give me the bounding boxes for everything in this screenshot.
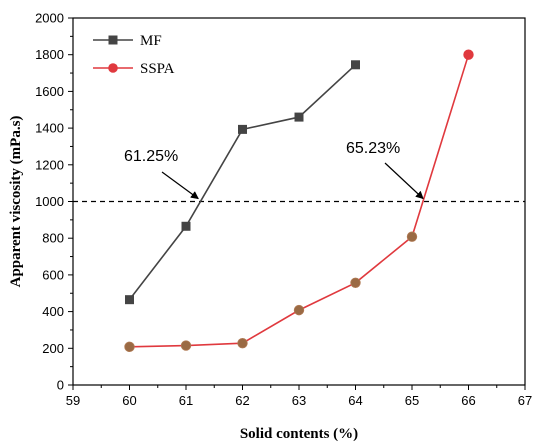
y-tick-label: 2000 <box>35 11 64 26</box>
x-tick-label: 59 <box>66 393 80 408</box>
data-point <box>238 124 247 134</box>
y-tick-label: 1400 <box>35 121 64 136</box>
y-tick-label: 600 <box>42 267 64 282</box>
y-tick-label: 1000 <box>35 194 64 209</box>
data-point <box>406 231 418 242</box>
annotation-label: 65.23% <box>346 140 400 157</box>
data-point <box>293 304 305 316</box>
data-point <box>350 277 361 288</box>
legend-marker <box>108 35 118 45</box>
data-point <box>294 112 304 122</box>
data-point <box>237 337 248 349</box>
series-line <box>128 64 357 301</box>
legend-item-sspa: SSPA <box>93 61 175 77</box>
data-point <box>463 49 474 60</box>
y-tick-label: 1800 <box>35 47 64 62</box>
legend-marker <box>108 63 118 73</box>
annotation-arrow <box>384 162 424 200</box>
data-point <box>351 60 360 70</box>
legend-label: MF <box>140 33 162 49</box>
y-axis-title: Apparent viscosity (mPa.s) <box>8 116 24 288</box>
y-tick-label: 1200 <box>35 157 64 172</box>
x-tick-label: 61 <box>179 393 193 408</box>
x-tick-label: 60 <box>122 393 136 408</box>
x-axis: 59 60 61 62 63 64 65 66 67 <box>66 385 532 408</box>
annotation-arrow <box>161 171 199 200</box>
x-tick-label: 64 <box>348 393 362 408</box>
x-tick-label: 67 <box>518 393 532 408</box>
series-layer <box>124 49 474 353</box>
x-tick-label: 66 <box>461 393 475 408</box>
legend: MF SSPA <box>93 33 175 77</box>
x-tick-label: 65 <box>405 393 419 408</box>
y-axis: 0 200 400 600 800 1000 1200 1400 1600 1800 2000 <box>35 11 73 393</box>
y-tick-label: 800 <box>42 231 64 246</box>
data-point <box>124 341 135 353</box>
series-sspa <box>124 49 474 353</box>
x-tick-label: 63 <box>292 393 306 408</box>
data-point <box>181 221 191 231</box>
y-tick-label: 200 <box>42 341 64 356</box>
x-axis-title: Solid contents (%) <box>240 426 358 442</box>
x-tick-label: 62 <box>235 393 249 408</box>
data-point <box>125 295 134 305</box>
series-line <box>129 54 470 348</box>
y-tick-label: 0 <box>57 378 64 393</box>
data-point <box>180 340 192 351</box>
series-mf <box>125 60 360 305</box>
y-tick-label: 400 <box>42 304 64 319</box>
legend-item-mf: MF <box>93 33 162 49</box>
annotations: 61.25% 65.23% <box>124 140 424 200</box>
y-tick-label: 1600 <box>35 84 64 99</box>
legend-label: SSPA <box>140 61 175 77</box>
annotation-label: 61.25% <box>124 148 178 165</box>
